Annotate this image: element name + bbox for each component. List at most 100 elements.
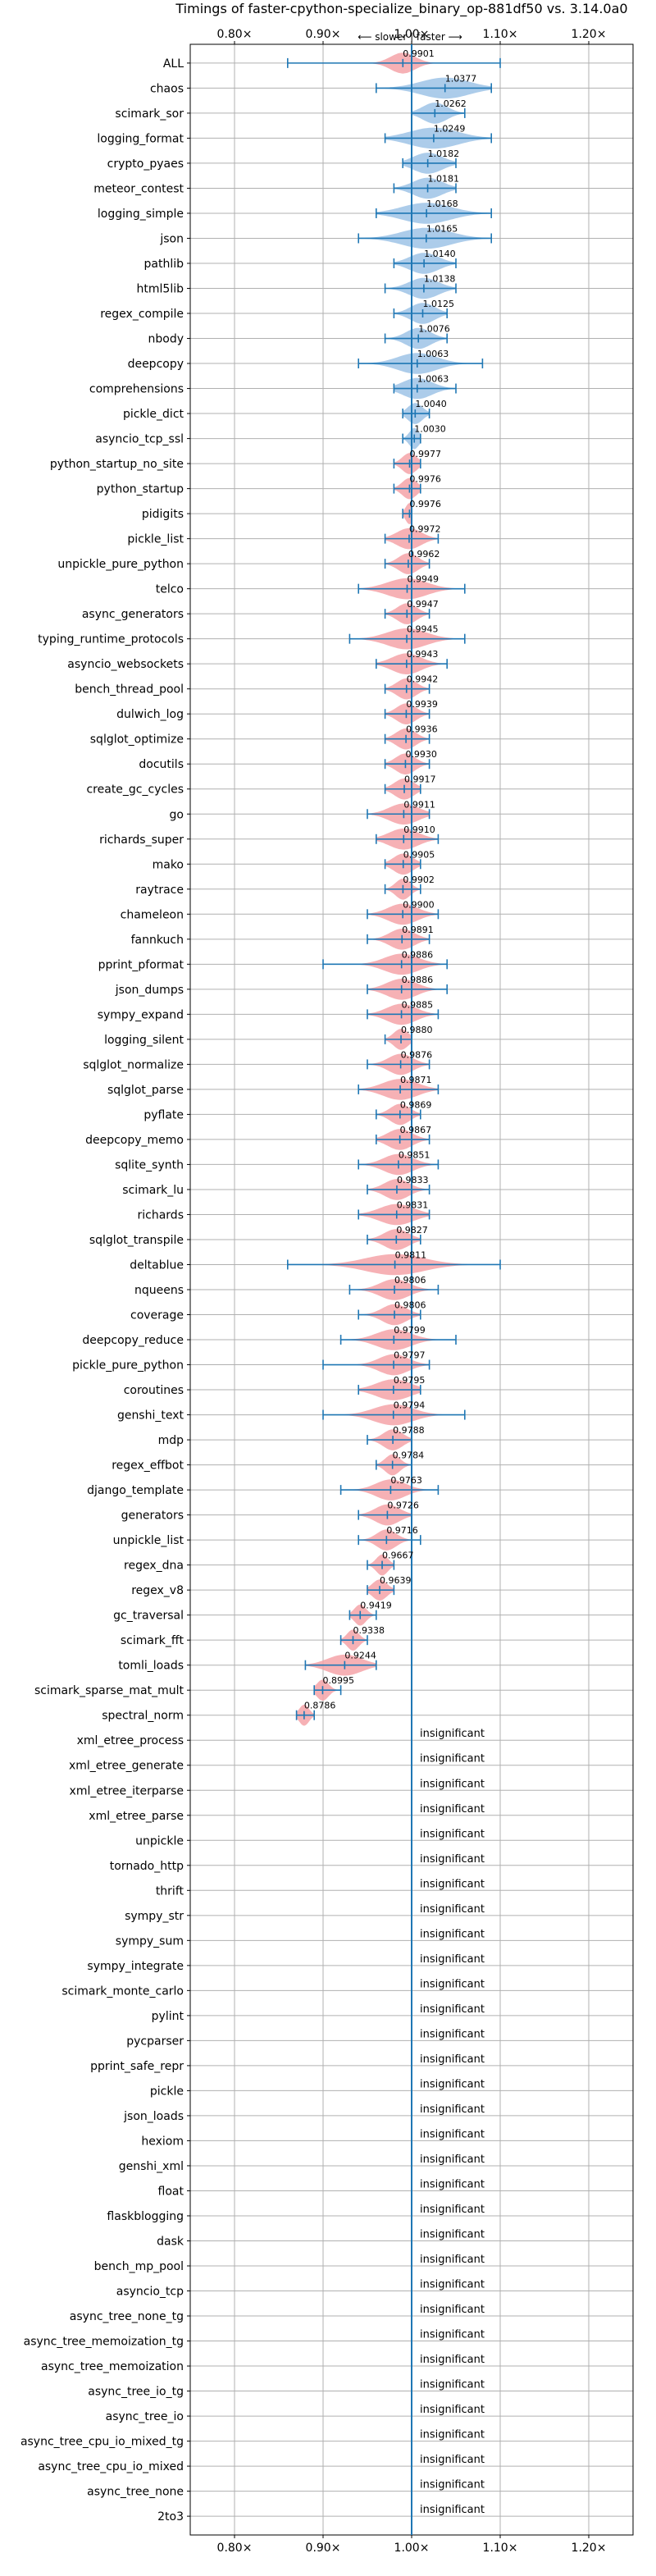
value-label: 0.9880 <box>401 1025 433 1035</box>
value-label: 0.9917 <box>404 774 436 785</box>
value-label: 0.9939 <box>406 699 438 710</box>
benchmark-label: crypto_pyaes <box>107 158 184 171</box>
x-tick-label-bottom: 1.00× <box>394 2542 430 2555</box>
value-label: 0.9811 <box>395 1249 427 1260</box>
violins <box>286 53 501 1726</box>
benchmark-label: xml_etree_process <box>77 1734 184 1747</box>
value-label: 0.9876 <box>401 1049 433 1060</box>
benchmark-label: sqlglot_normalize <box>83 1058 184 1071</box>
benchmark-label: dulwich_log <box>116 708 184 721</box>
benchmark-label: python_startup <box>97 483 184 496</box>
benchmark-label: deepcopy <box>128 358 184 371</box>
benchmark-label: coverage <box>130 1309 184 1322</box>
benchmark-label: scimark_lu <box>122 1184 184 1197</box>
value-label: 1.0076 <box>418 324 450 335</box>
insignificant-label: insignificant <box>420 2128 485 2140</box>
x-tick-label-top: 0.90× <box>306 28 341 41</box>
x-tick-label-top: 1.00× <box>394 28 430 41</box>
insignificant-label: insignificant <box>420 2154 485 2166</box>
insignificant-label: insignificant <box>420 2103 485 2116</box>
insignificant-label: insignificant <box>420 1803 485 1816</box>
value-label: 1.0262 <box>435 98 467 109</box>
benchmark-label: gc_traversal <box>113 1610 184 1623</box>
insignificant-label: insignificant <box>420 2454 485 2466</box>
value-label: 1.0181 <box>428 173 460 184</box>
insignificant-label: insignificant <box>420 1853 485 1866</box>
benchmark-label: django_template <box>87 1484 184 1497</box>
value-label: 1.0125 <box>423 299 455 309</box>
benchmark-label: regex_v8 <box>131 1584 184 1597</box>
benchmark-label: xml_etree_generate <box>69 1760 184 1773</box>
insignificant-label: insignificant <box>420 2178 485 2190</box>
benchmark-label: regex_compile <box>100 308 184 321</box>
benchmark-label: asyncio_tcp_ssl <box>95 433 184 446</box>
value-label: 0.9911 <box>403 799 435 810</box>
benchmark-label: bench_thread_pool <box>75 683 184 697</box>
benchmark-label: sympy_str <box>125 1910 184 1923</box>
benchmark-label: sympy_integrate <box>87 1960 184 1973</box>
value-label: 0.9716 <box>386 1525 418 1536</box>
benchmark-label: sqlglot_optimize <box>90 733 184 747</box>
insignificant-label: insignificant <box>420 2204 485 2216</box>
insignificant-label: insignificant <box>420 2304 485 2316</box>
insignificant-label: insignificant <box>420 2379 485 2391</box>
benchmark-label: python_startup_no_site <box>50 458 184 471</box>
benchmark-label: create_gc_cycles <box>86 783 184 797</box>
benchmark-label: richards <box>138 1208 184 1222</box>
insignificant-label: insignificant <box>420 1828 485 1840</box>
value-label: 0.9945 <box>407 624 439 635</box>
value-label: 1.0040 <box>415 399 447 409</box>
value-label: 0.9905 <box>403 849 435 860</box>
direction-label: ⟵ slower | faster ⟶ <box>358 31 462 43</box>
value-label: 1.0168 <box>426 199 458 209</box>
value-label: 0.9949 <box>407 574 439 585</box>
benchmark-label: asyncio_websockets <box>67 658 184 671</box>
benchmark-label: json_dumps <box>115 984 184 997</box>
benchmark-label: html5lib <box>137 282 184 295</box>
benchmark-label: async_tree_cpu_io_mixed_tg <box>20 2436 184 2449</box>
benchmark-label: regex_dna <box>124 1560 184 1573</box>
x-tick-label-top: 0.80× <box>217 28 253 41</box>
value-label: 0.9930 <box>405 749 437 760</box>
insignificant-label: insignificant <box>420 1753 485 1765</box>
benchmark-label: coroutines <box>124 1384 184 1397</box>
insignificant-label: insignificant <box>420 2053 485 2066</box>
value-label: 0.9763 <box>390 1475 422 1486</box>
insignificant-label: insignificant <box>420 2329 485 2341</box>
benchmark-label: sqlite_synth <box>115 1158 184 1172</box>
value-label: 1.0063 <box>417 349 449 359</box>
benchmark-label: float <box>158 2185 184 2198</box>
value-label: 0.9962 <box>408 549 440 560</box>
benchmark-label: tomli_loads <box>118 1660 184 1673</box>
benchmark-label: meteor_contest <box>93 182 184 195</box>
benchmark-label: pickle <box>150 2085 184 2098</box>
value-label: 0.9942 <box>407 674 438 685</box>
benchmark-label: scimark_monte_carlo <box>61 1985 184 1998</box>
benchmark-label: mako <box>153 858 184 871</box>
benchmark-label: sympy_sum <box>116 1934 184 1948</box>
value-label: 0.9976 <box>409 474 440 485</box>
benchmark-label: pathlib <box>144 258 184 271</box>
benchmark-label: logging_silent <box>104 1034 184 1047</box>
x-tick-label-bottom: 0.90× <box>306 2542 341 2555</box>
value-label: 0.9338 <box>353 1625 385 1636</box>
value-label: 0.9943 <box>407 649 439 660</box>
value-label: 0.9667 <box>382 1551 414 1561</box>
benchmark-label: flaskblogging <box>107 2210 184 2223</box>
benchmark-label: chaos <box>150 82 184 95</box>
value-label: 0.9886 <box>402 975 434 985</box>
benchmark-label: pycparser <box>126 2035 184 2048</box>
benchmark-label: unpickle_list <box>113 1534 184 1547</box>
benchmark-label: async_tree_memoization_tg <box>24 2336 184 2349</box>
value-label: 0.9885 <box>402 999 433 1010</box>
value-label: 0.9869 <box>400 1099 432 1110</box>
benchmark-label: dask <box>157 2235 184 2248</box>
insignificant-label: insignificant <box>420 2254 485 2266</box>
benchmark-label: hexiom <box>141 2135 184 2148</box>
value-label: 1.0165 <box>426 223 458 234</box>
benchmark-label: regex_effbot <box>112 1459 184 1473</box>
insignificant-label: insignificant <box>420 2429 485 2441</box>
value-label: 0.9831 <box>397 1199 429 1210</box>
insignificant-label: insignificant <box>420 1878 485 1890</box>
